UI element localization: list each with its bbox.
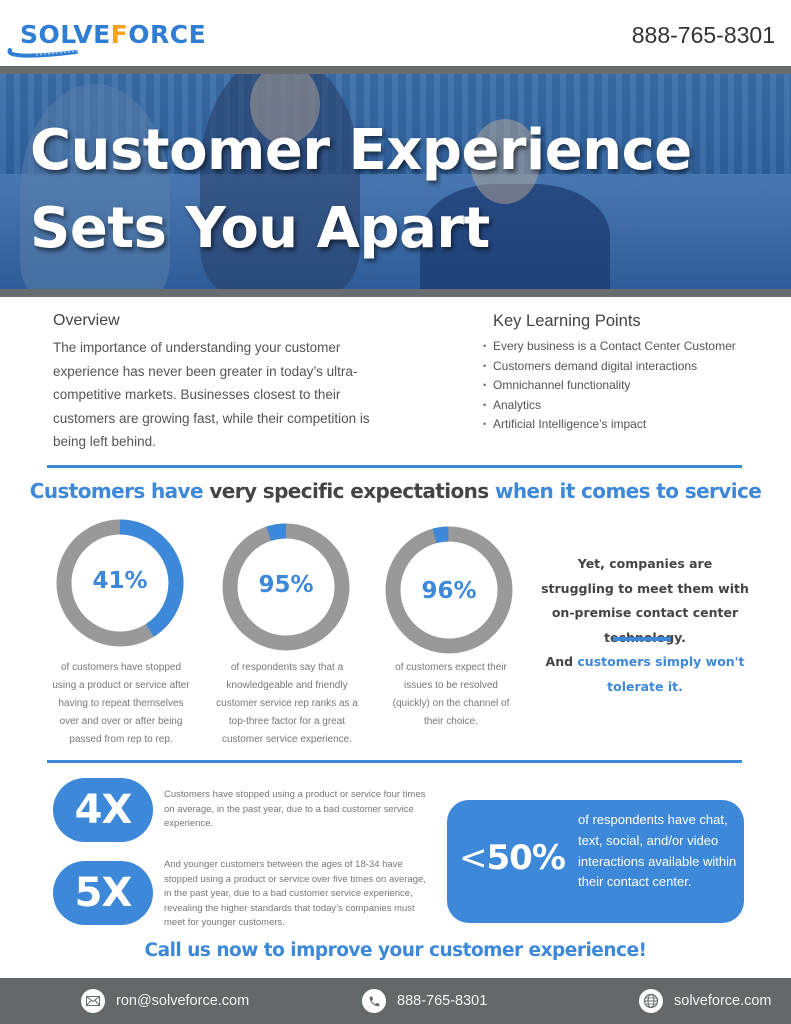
stat-value: 95% [258,572,314,598]
phone-icon [362,989,386,1013]
klp-item: Customers demand digital interactions [483,357,753,377]
hero-title: Customer Experience Sets You Apart [30,112,692,268]
footer: ron@solveforce.com 888-765-8301 solvefor… [0,978,791,1024]
multiplier-text: And younger customers between the ages o… [164,859,426,928]
klp-item: Analytics [483,396,753,416]
call-to-action[interactable]: Call us now to improve your customer exp… [144,940,647,961]
section-divider [47,760,742,763]
key-learning-points: Key Learning Points Every business is a … [483,312,753,435]
highlight-value: <50% [459,838,566,878]
donut-ring-icon [385,526,513,654]
multiplier-badge-5x: 5X [53,861,153,925]
highlight-box: <50% of respondents have chat, text, soc… [447,800,744,923]
klp-item: Omnichannel functionality [483,376,753,396]
top-header: SOLVEFORCE 888-765-8301 [0,0,791,66]
overview-body: The importance of understanding your cus… [53,340,370,449]
hero-title-line2: Sets You Apart [30,196,490,261]
klp-item: Every business is a Contact Center Custo… [483,337,753,357]
side-accent-bar [613,637,671,641]
stat-caption: of customers expect their issues to be r… [392,662,510,727]
donut-chart-96: 96% [385,526,513,654]
logo-swoosh-icon [7,48,79,58]
envelope-icon [81,989,105,1013]
side-statement-2: And customers simply won't tolerate it. [545,654,745,694]
expectations-heading: Customers have very specific expectation… [29,479,762,503]
footer-phone: 888-765-8301 [397,993,488,1009]
klp-list: Every business is a Contact Center Custo… [483,337,753,435]
donut-chart-95: 95% [222,523,350,651]
stat-caption: of respondents say that a knowledgeable … [216,662,358,745]
stat-caption: of customers have stopped using a produc… [52,662,190,745]
hero-banner: Customer Experience Sets You Apart [0,66,791,297]
donut-ring-icon [56,519,184,647]
donut-chart-41: 41% [56,519,184,647]
header-phone-number[interactable]: 888-765-8301 [631,22,775,48]
section-divider [47,465,742,468]
footer-website: solveforce.com [674,993,772,1009]
solveforce-logo[interactable]: SOLVEFORCE [6,14,226,62]
hero-title-line1: Customer Experience [30,118,692,183]
klp-heading: Key Learning Points [493,312,641,330]
globe-icon [639,989,663,1013]
klp-item: Artificial Intelligence’s impact [483,415,753,435]
footer-phone-link[interactable]: 888-765-8301 [362,989,487,1013]
multiplier-text: Customers have stopped using a product o… [164,789,426,829]
footer-email-link[interactable]: ron@solveforce.com [81,989,249,1013]
highlight-text: of respondents have chat, text, social, … [578,812,737,890]
side-statement: Yet, companies are struggling to meet th… [541,556,749,645]
stat-value: 96% [421,578,477,604]
hero-photo: Customer Experience Sets You Apart [0,74,791,289]
multiplier-badge-4x: 4X [53,778,153,842]
footer-email: ron@solveforce.com [116,993,250,1009]
footer-website-link[interactable]: solveforce.com [639,989,772,1013]
donut-ring-icon [222,523,350,651]
stat-value: 41% [92,568,148,594]
logo-text: SOLVEFORCE [20,20,207,49]
overview-heading: Overview [53,312,120,329]
overview-section: Overview The importance of understanding… [53,312,393,454]
